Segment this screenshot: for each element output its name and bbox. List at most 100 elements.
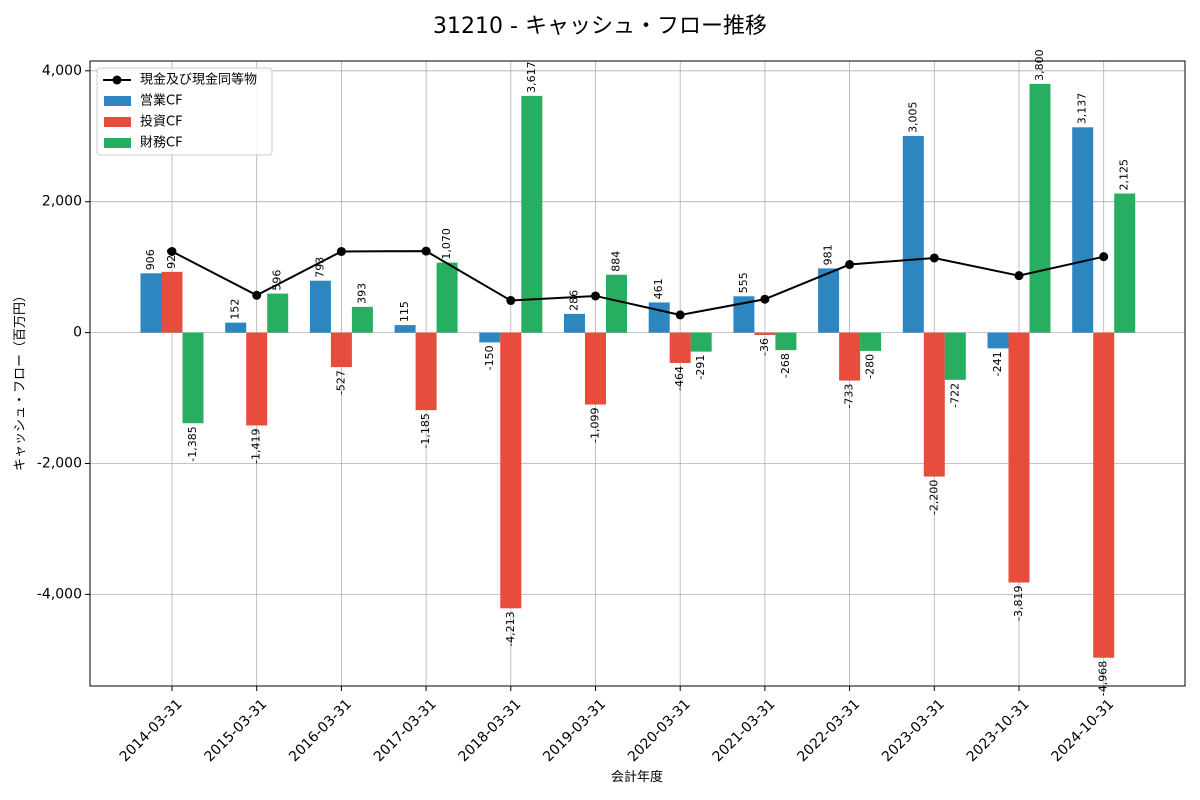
bar-data-label: -2,200 [927, 480, 940, 515]
x-tick-label: 2019-03-31 [540, 696, 609, 765]
bar [754, 332, 776, 335]
legend-entry-label: 営業CF [140, 93, 183, 109]
bar [1093, 332, 1115, 658]
cash-line [167, 246, 1109, 320]
x-tick-label: 2017-03-31 [371, 696, 440, 765]
series-line [171, 250, 1104, 316]
bar-data-label: -36 [758, 338, 771, 356]
bar [839, 332, 861, 381]
bar [1029, 83, 1051, 333]
bar [415, 332, 437, 411]
bar-data-label: -1,419 [250, 428, 263, 463]
bar [690, 332, 712, 352]
bar [267, 293, 289, 333]
bar [669, 332, 691, 363]
bar-data-label: 793 [313, 257, 326, 278]
bar-data-label: 152 [229, 299, 242, 320]
bar [394, 325, 416, 333]
bar-data-label: 928 [165, 248, 178, 269]
bar [944, 332, 966, 380]
bar [775, 332, 797, 351]
legend-marker [112, 75, 122, 85]
line-point [252, 290, 262, 300]
line-point [929, 253, 939, 263]
bar-data-label: 461 [652, 278, 665, 299]
bar-data-label: 115 [398, 301, 411, 322]
chart-title: 31210 - キャッシュ・フロー推移 [433, 14, 767, 39]
bar [500, 332, 522, 609]
bar [330, 332, 352, 368]
bar [564, 313, 585, 333]
y-tick-label: 2,000 [42, 194, 82, 210]
bar-data-label: -3,819 [1012, 586, 1025, 621]
bar [1114, 193, 1136, 333]
bar [585, 332, 606, 405]
bar [648, 302, 670, 333]
bar-data-label: -1,099 [589, 408, 602, 443]
bar [161, 271, 183, 333]
bar-data-label: 286 [568, 290, 581, 311]
legend-bar-swatch [104, 138, 131, 148]
bar-data-label: -527 [334, 370, 347, 395]
bar-data-label: -1,385 [186, 426, 199, 461]
y-tick-label: 0 [73, 325, 82, 341]
plot-frame [89, 60, 1186, 687]
bar-data-label: 2,125 [1118, 159, 1131, 191]
legend-box [96, 67, 273, 156]
x-tick-label: 2022-03-31 [794, 696, 863, 765]
x-tick-label: 2014-03-31 [117, 696, 186, 765]
x-tick-label: 2020-03-31 [625, 696, 694, 765]
bar [1072, 127, 1094, 333]
line-point [675, 310, 685, 320]
bar-data-label: 3,800 [1033, 49, 1046, 81]
legend-entry-label: 財務CF [140, 136, 183, 151]
bar-labels: 906 152 793 115 -150 286 461 555 981 3,005 -241 3,1… [144, 49, 1131, 696]
bar [225, 322, 247, 333]
bar-data-label: 3,617 [525, 61, 538, 93]
legend-bar-swatch [104, 96, 131, 106]
x-tick-label: 2016-03-31 [286, 696, 355, 765]
line-point [336, 246, 346, 256]
bar-data-label: -1,185 [419, 413, 432, 448]
line-point [1099, 252, 1109, 262]
bar [140, 273, 162, 333]
bar [436, 262, 458, 333]
x-tick-label: 2018-03-31 [456, 696, 525, 765]
bar [860, 332, 882, 351]
x-tick-label: 2015-03-31 [201, 696, 270, 765]
y-tick-label: 4,000 [42, 63, 82, 79]
x-axis-label: 会計年度 [611, 769, 663, 785]
bar [521, 95, 543, 333]
bar-data-label: 555 [737, 272, 750, 293]
bar-data-label: -464 [673, 366, 686, 391]
bar [182, 332, 204, 424]
bar [923, 332, 945, 477]
bar-data-label: -733 [843, 384, 856, 409]
bar-data-label: 393 [355, 283, 368, 304]
legend-entry-label: 現金及び現金同等物 [140, 72, 257, 88]
legend-entry-label: 投資CF [140, 114, 183, 130]
bars [140, 83, 1136, 658]
x-tick-label: 2021-03-31 [710, 696, 779, 765]
bar-data-label: -241 [991, 351, 1004, 376]
bar-data-label: -4,968 [1097, 661, 1110, 696]
bar [246, 332, 268, 426]
bar [902, 135, 924, 333]
bar-data-label: -722 [948, 383, 961, 408]
bar [987, 332, 1009, 349]
x-tick-label: 2023-03-31 [879, 696, 948, 765]
x-axis-ticks: 2014-03-31 2015-03-31 2016-03-31 2017-03-31… [117, 686, 1117, 765]
line-point [1014, 271, 1024, 281]
bar [818, 268, 840, 333]
bar [606, 274, 627, 333]
y-axis-label: キャッシュ・フロー（百万円） [13, 289, 28, 471]
line-point [421, 246, 431, 256]
line-point [760, 294, 770, 304]
y-tick-label: -2,000 [37, 455, 82, 471]
y-axis-ticks: -4,000 -2,000 0 2,000 4,000 [37, 63, 90, 602]
line-point [167, 246, 177, 256]
x-tick-label: 2024-10-31 [1048, 696, 1117, 765]
bar [351, 306, 373, 333]
bar-data-label: 884 [610, 251, 623, 272]
